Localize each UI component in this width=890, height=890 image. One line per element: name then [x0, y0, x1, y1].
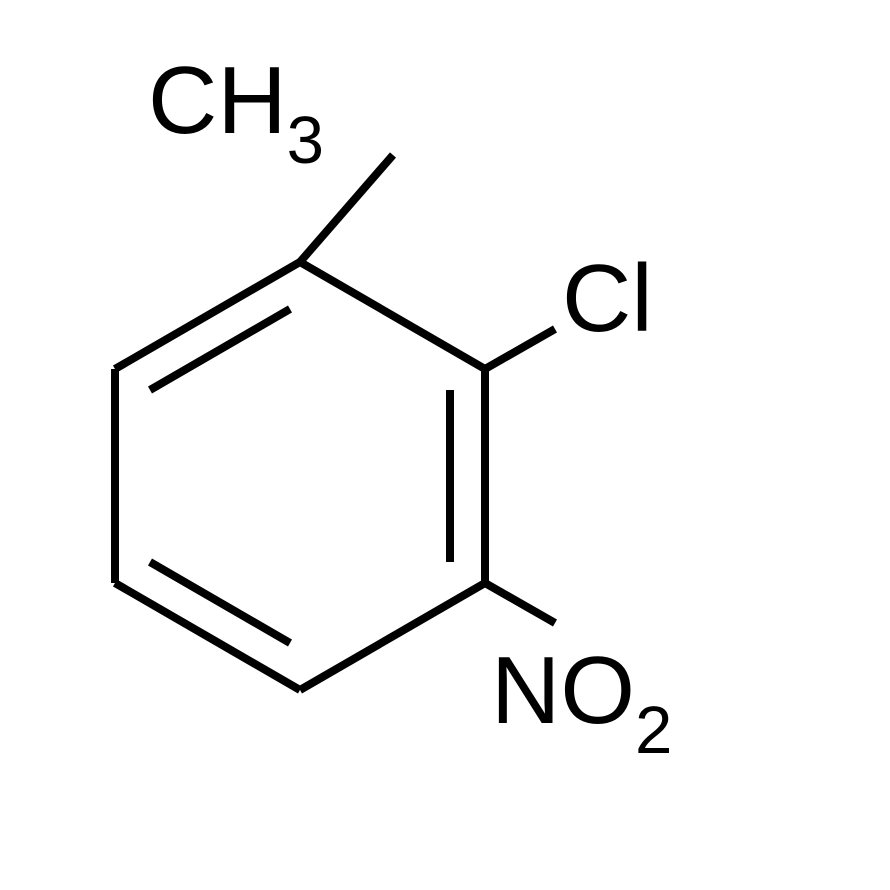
- chloro-c: C: [562, 245, 631, 352]
- chloro-l: l: [631, 245, 652, 352]
- ring-bond-3-4: [300, 583, 485, 690]
- ring-double-4-5: [150, 562, 290, 643]
- methyl-h: H: [217, 47, 286, 154]
- nitro-n: N: [491, 637, 560, 744]
- nitro-label: NO2: [491, 636, 672, 759]
- methyl-label: CH3: [148, 46, 324, 169]
- nitro-o: O: [560, 637, 635, 744]
- benzene-ring: [115, 262, 485, 690]
- ring-double-6-1: [150, 309, 290, 390]
- methyl-sub: 3: [287, 103, 324, 178]
- nitro-sub: 2: [635, 693, 672, 768]
- ring-bond-1-2: [300, 262, 485, 369]
- substituent-bonds: [300, 155, 555, 623]
- molecule-canvas: [0, 0, 890, 890]
- bond-to-nitro: [485, 583, 555, 623]
- bond-to-chloro: [485, 329, 555, 369]
- methyl-c: C: [148, 47, 217, 154]
- chloro-label: Cl: [562, 244, 653, 354]
